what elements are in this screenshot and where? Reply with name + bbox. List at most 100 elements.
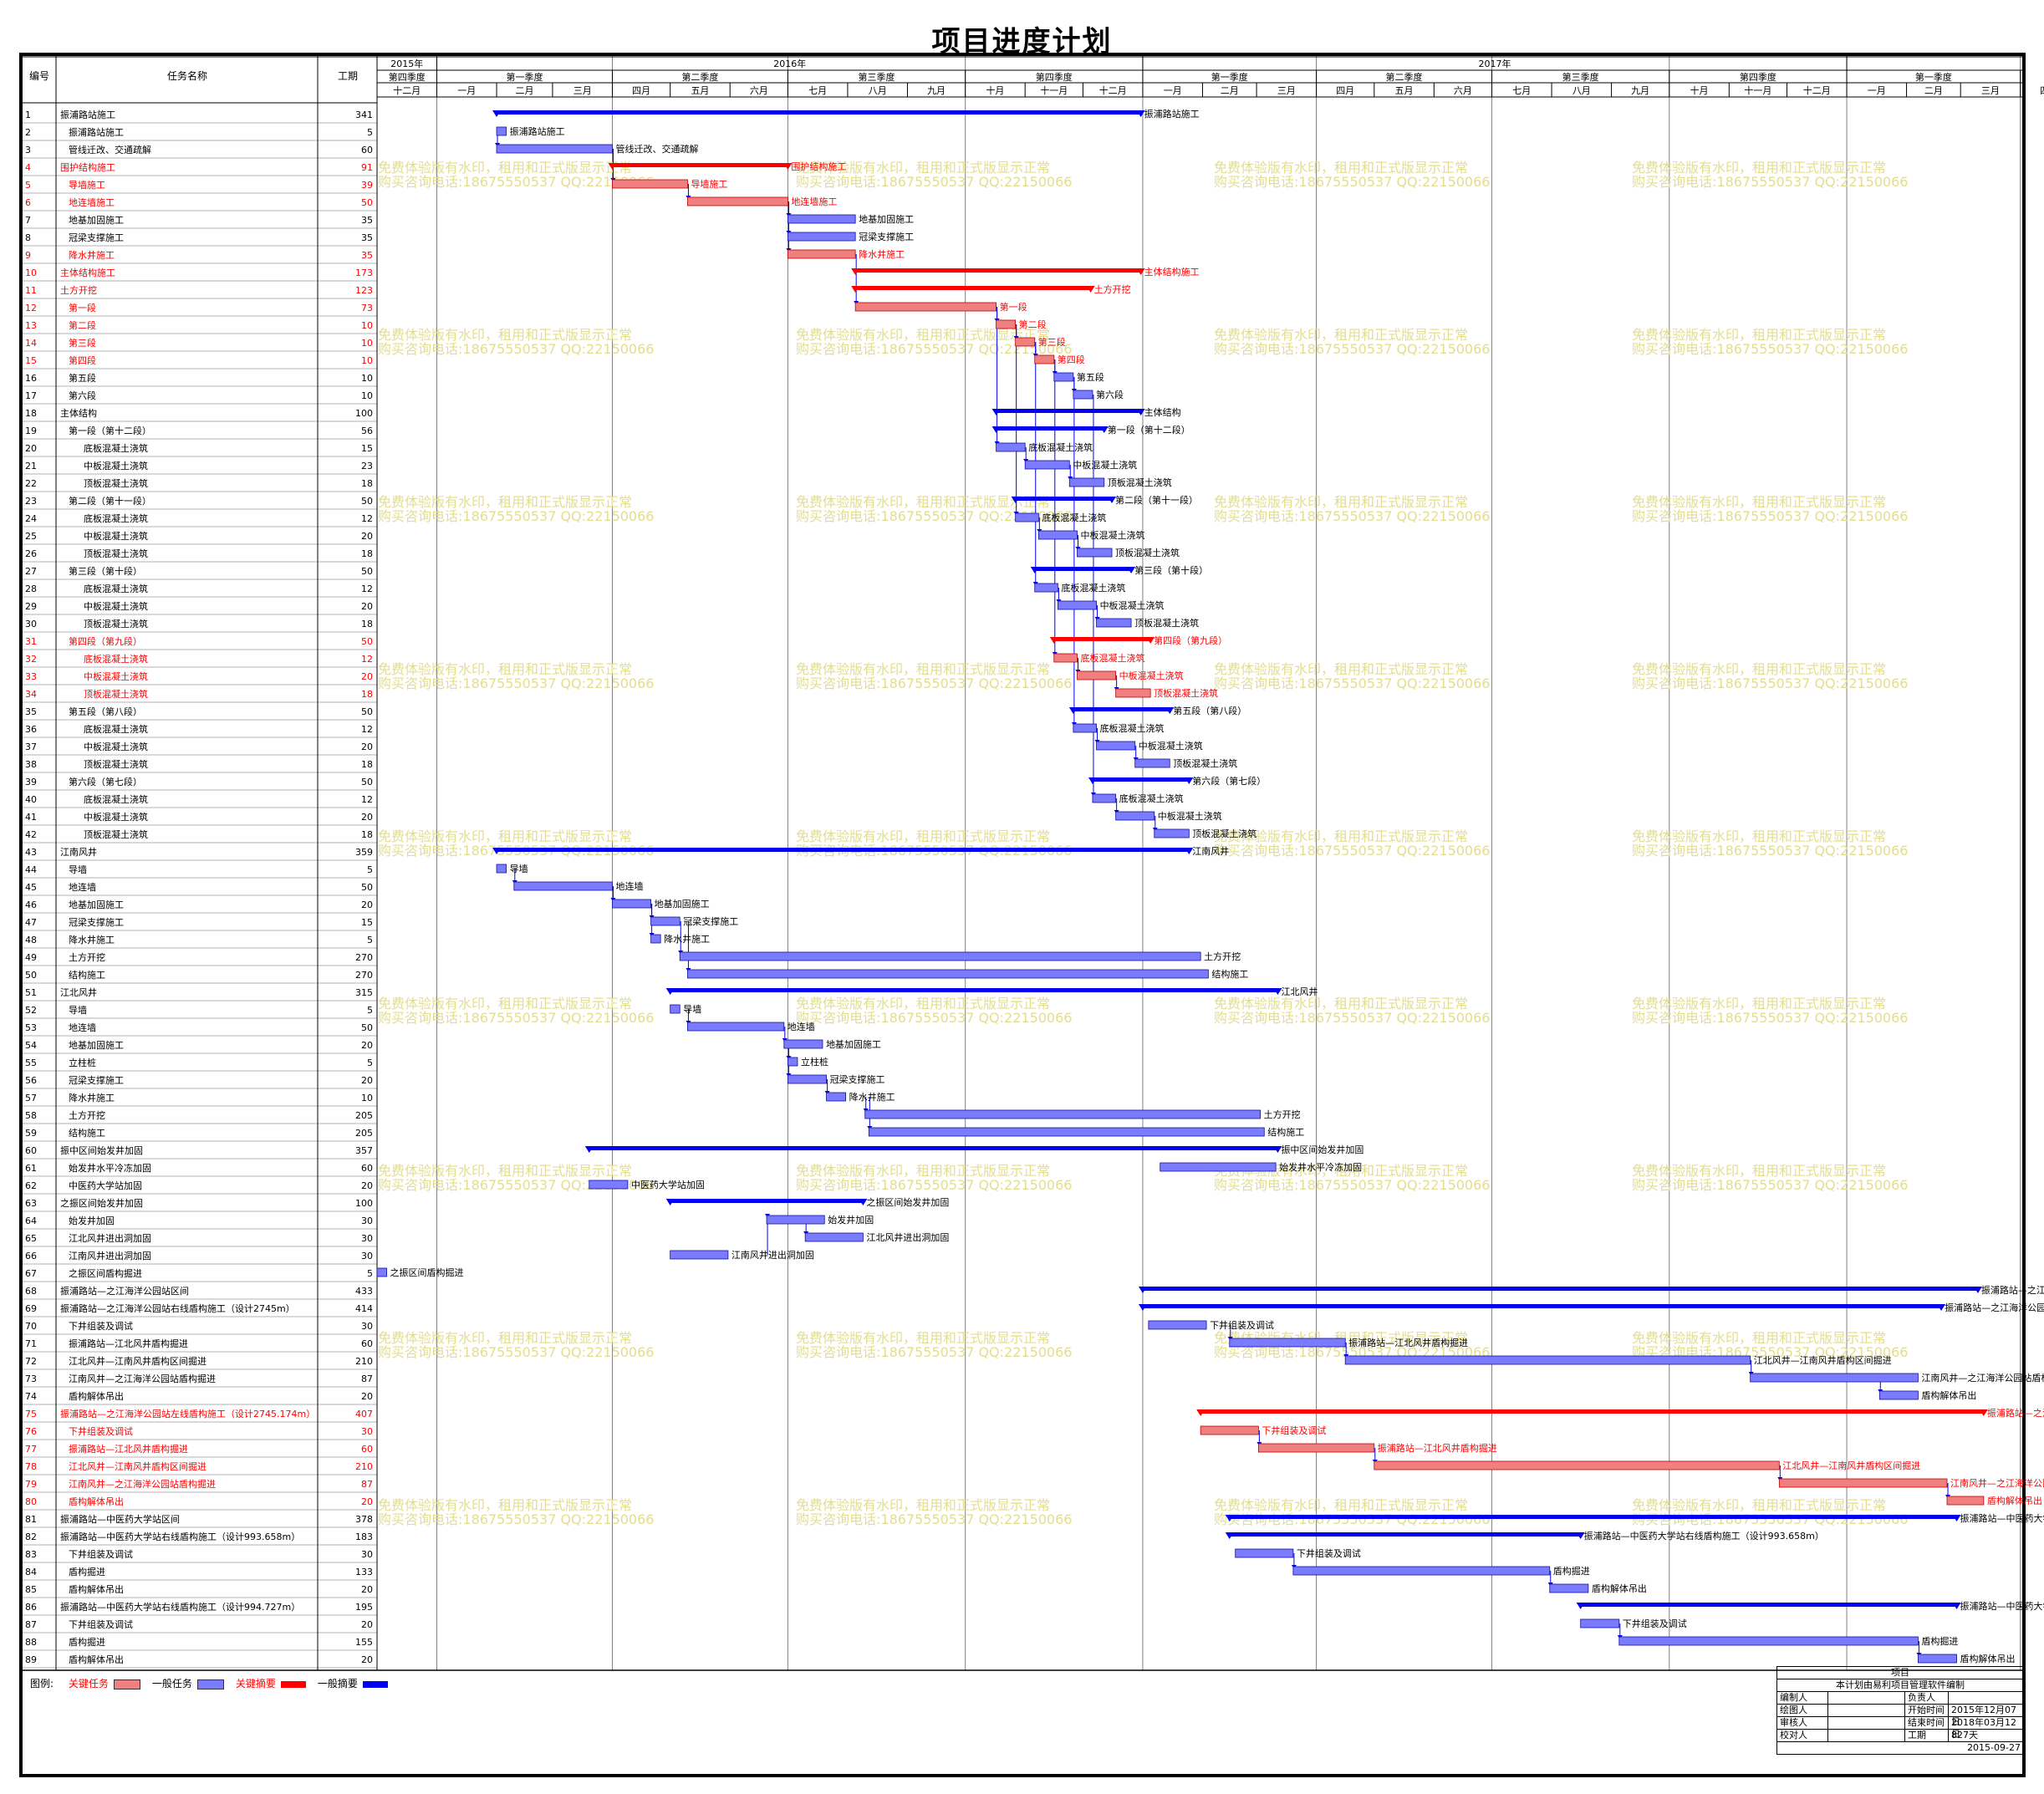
month-label: 十二月 bbox=[1099, 84, 1127, 96]
legend-normal_summary-swatch bbox=[362, 1680, 388, 1688]
summary-bar-end bbox=[1273, 1146, 1282, 1153]
summary-bar bbox=[1092, 777, 1190, 782]
task-bar bbox=[1034, 583, 1058, 593]
summary-bar-start bbox=[1049, 637, 1058, 644]
task-name: 冠梁支撑施工 bbox=[69, 916, 124, 928]
summary-bar-end bbox=[1979, 1409, 1988, 1416]
task-id: 66 bbox=[25, 1251, 37, 1261]
task-bar bbox=[1292, 1566, 1551, 1576]
task-duration: 210 bbox=[355, 1461, 373, 1472]
task-duration: 35 bbox=[361, 250, 373, 261]
task-bar bbox=[1200, 1425, 1259, 1435]
task-duration: 87 bbox=[361, 1479, 373, 1490]
task-bar bbox=[996, 319, 1017, 329]
summary-bar-end bbox=[1108, 497, 1117, 503]
task-duration: 210 bbox=[355, 1356, 373, 1367]
watermark-line: 免费体验版有水印，租用和正式版显示正常 bbox=[1214, 494, 1468, 510]
summary-bar-start bbox=[991, 426, 1001, 433]
watermark-line: 购买咨询电话:18675550537 QQ:22150066 bbox=[1632, 341, 1908, 357]
task-name: 江南风井进出洞加固 bbox=[69, 1250, 151, 1261]
task-name: 始发井水平冷冻加固 bbox=[69, 1162, 151, 1174]
task-name: 底板混凝土浇筑 bbox=[84, 583, 148, 594]
task-id: 38 bbox=[25, 759, 37, 770]
watermark-line: 免费体验版有水印，租用和正式版显示正常 bbox=[378, 661, 632, 677]
task-name: 之振区间盾构掘进 bbox=[69, 1267, 142, 1279]
summary-bar-end bbox=[1576, 1532, 1585, 1539]
watermark-line: 购买咨询电话:18675550537 QQ:22150066 bbox=[1214, 1177, 1490, 1193]
task-duration: 56 bbox=[361, 426, 373, 436]
task-bar bbox=[1096, 618, 1132, 628]
task-id: 12 bbox=[25, 303, 37, 313]
task-id: 80 bbox=[25, 1496, 37, 1507]
year-label: 2015年 bbox=[390, 58, 423, 69]
task-name: 降水井施工 bbox=[69, 249, 115, 261]
bar-label: 江南风井 bbox=[1192, 845, 1229, 857]
task-bar bbox=[1750, 1373, 1919, 1383]
month-label: 四月 bbox=[1336, 85, 1354, 96]
task-id: 50 bbox=[25, 970, 37, 981]
bar-label: 下井组装及调试 bbox=[1210, 1319, 1274, 1331]
bar-label: 地连墙施工 bbox=[791, 196, 837, 207]
bar-label: 振中区间始发井加固 bbox=[1281, 1144, 1364, 1155]
task-bar bbox=[868, 1127, 1265, 1137]
bar-label: 盾构掘进 bbox=[1921, 1635, 1958, 1647]
watermark-line: 购买咨询电话:18675550537 QQ:22150066 bbox=[796, 174, 1072, 190]
watermark-line: 免费体验版有水印，租用和正式版显示正常 bbox=[1214, 661, 1468, 677]
watermark-line: 免费体验版有水印，租用和正式版显示正常 bbox=[796, 996, 1050, 1012]
bar-label: 第三段 bbox=[1038, 336, 1066, 348]
task-duration: 87 bbox=[361, 1374, 373, 1384]
task-bar bbox=[854, 302, 997, 312]
task-id: 36 bbox=[25, 724, 37, 735]
bar-label: 江北风井进出洞加固 bbox=[866, 1231, 949, 1243]
task-duration: 5 bbox=[367, 127, 373, 138]
task-bar bbox=[1549, 1583, 1589, 1593]
task-duration: 20 bbox=[361, 900, 373, 910]
watermark-line: 购买咨询电话:18675550537 QQ:22150066 bbox=[1214, 174, 1490, 190]
task-name: 盾构解体吊出 bbox=[69, 1390, 124, 1402]
bar-label: 振浦路站—中医药大学站右线盾构施工（设计993.658m） bbox=[1584, 1530, 1824, 1542]
task-bar bbox=[1946, 1496, 1985, 1506]
task-name: 地基加固施工 bbox=[69, 1040, 124, 1051]
summary-bar-end bbox=[1165, 707, 1175, 714]
task-name: 盾构解体吊出 bbox=[69, 1496, 124, 1507]
task-duration: 270 bbox=[355, 952, 373, 963]
task-id: 54 bbox=[25, 1040, 37, 1051]
summary-bar bbox=[855, 268, 1141, 273]
task-bar bbox=[788, 214, 856, 224]
task-bar bbox=[1053, 372, 1074, 382]
task-name: 第六段 bbox=[69, 390, 96, 401]
task-bar bbox=[670, 1004, 680, 1014]
task-name: 底板混凝土浇筑 bbox=[84, 793, 148, 805]
summary-bar-start bbox=[1088, 777, 1097, 784]
task-bar bbox=[996, 442, 1026, 452]
task-name: 土方开挖 bbox=[69, 951, 105, 963]
task-bar bbox=[612, 899, 652, 909]
task-duration: 20 bbox=[361, 1496, 373, 1507]
task-bar bbox=[1037, 530, 1078, 540]
summary-bar-start bbox=[1138, 1304, 1147, 1311]
bar-label: 振浦路站—之江海洋公园站右线盾构施工（设计2745m） bbox=[1945, 1302, 2044, 1313]
task-bar bbox=[1058, 600, 1097, 610]
task-id: 61 bbox=[25, 1163, 37, 1174]
task-name: 盾构解体吊出 bbox=[69, 1583, 124, 1595]
signature-cell: 项目 bbox=[1891, 1667, 1909, 1678]
month-label: 十二月 bbox=[1803, 84, 1831, 96]
task-bar bbox=[513, 881, 613, 891]
bar-label: 底板混凝土浇筑 bbox=[1028, 441, 1093, 453]
task-bar bbox=[1092, 793, 1117, 803]
task-duration: 18 bbox=[361, 759, 373, 770]
task-bar bbox=[496, 126, 507, 136]
bar-label: 顶板混凝土浇筑 bbox=[1108, 477, 1172, 488]
task-name: 第一段（第十二段） bbox=[69, 425, 151, 436]
signature-cell: 827天 bbox=[1948, 1730, 2023, 1741]
bar-label: 中板混凝土浇筑 bbox=[1119, 670, 1184, 681]
bar-label: 降水井施工 bbox=[859, 248, 905, 260]
month-label: 七月 bbox=[1512, 85, 1531, 96]
summary-bar bbox=[670, 1199, 864, 1203]
task-duration: 18 bbox=[361, 619, 373, 629]
task-name: 底板混凝土浇筑 bbox=[84, 653, 148, 665]
task-id: 71 bbox=[25, 1338, 37, 1349]
watermark-line: 购买咨询电话:18675550537 QQ:22150066 bbox=[1214, 1511, 1490, 1527]
task-name: 下井组装及调试 bbox=[69, 1548, 133, 1560]
month-label: 一月 bbox=[1164, 85, 1182, 96]
